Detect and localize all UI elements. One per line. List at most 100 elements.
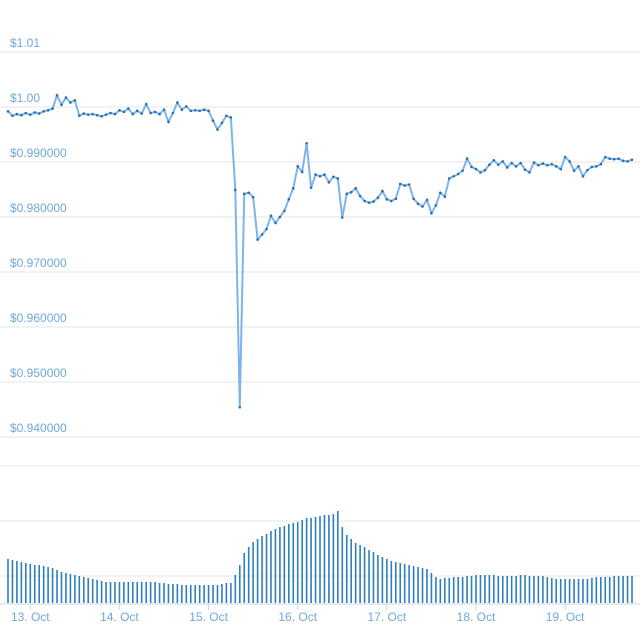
price-point (586, 168, 589, 172)
price-point (73, 99, 77, 102)
volume-bar (604, 577, 607, 603)
volume-bar (421, 568, 424, 603)
price-point (189, 109, 193, 113)
price-point (554, 165, 558, 168)
price-point (242, 192, 246, 196)
price-point (265, 227, 268, 231)
volume-bar (559, 579, 562, 603)
price-point (367, 201, 371, 204)
price-point (184, 105, 188, 108)
price-point (229, 116, 233, 119)
price-point (211, 119, 215, 122)
volume-bar (528, 576, 531, 603)
price-point (171, 111, 175, 115)
volume-bar (568, 579, 571, 603)
volume-bar (550, 578, 553, 603)
volume-bar (430, 573, 433, 603)
volume-bar (132, 582, 134, 603)
volume-bar (613, 576, 615, 603)
price-point (144, 102, 148, 106)
price-point (612, 157, 616, 161)
volume-bar (176, 584, 179, 603)
volume-bar (163, 583, 165, 603)
price-point (296, 165, 300, 168)
volume-bar (479, 575, 482, 603)
volume-bar (595, 577, 598, 603)
price-point (439, 191, 442, 195)
volume-bar (515, 576, 517, 603)
volume-bar (243, 553, 246, 603)
price-point (113, 112, 117, 116)
price-point (37, 112, 41, 115)
volume-bar (105, 582, 107, 603)
x-tick-label: 18. Oct (457, 610, 496, 624)
price-point (274, 221, 277, 225)
volume-bar (510, 576, 513, 603)
price-point (390, 199, 393, 203)
volume-bar (622, 576, 624, 603)
x-axis-ticks: 13. Oct 14. Oct 15. Oct 16. Oct 17. Oct 18. O… (11, 604, 585, 624)
price-point (403, 184, 406, 187)
volume-bar (488, 575, 491, 603)
volume-bar (29, 564, 32, 603)
price-point (131, 112, 135, 116)
volume-bar (212, 585, 214, 603)
volume-bar (216, 585, 219, 603)
price-point (599, 162, 603, 166)
volume-bar (390, 561, 393, 603)
x-tick-label: 17. Oct (368, 610, 407, 624)
price-point (501, 160, 505, 163)
price-point (617, 157, 620, 160)
volume-bar (198, 585, 201, 603)
volume-bar (145, 582, 147, 603)
volume-bar (323, 515, 326, 603)
price-point (519, 161, 522, 165)
y-tick-label: $0.980000 (10, 201, 67, 215)
price-point (287, 198, 291, 201)
price-point (354, 187, 357, 190)
volume-bar (600, 577, 602, 603)
price-point (532, 161, 536, 164)
price-point (363, 199, 366, 203)
volume-bar (359, 545, 361, 603)
price-point (104, 113, 108, 116)
price-point (385, 198, 389, 201)
volume-bar (221, 584, 223, 603)
price-point (456, 172, 460, 176)
volume-bar (555, 579, 558, 603)
volume-bar (127, 582, 130, 603)
y-tick-label: $1.00 (10, 91, 40, 105)
volume-bar (203, 585, 205, 603)
volume-bar (82, 577, 85, 603)
volume-bar (189, 585, 192, 603)
price-point (323, 173, 326, 176)
y-tick-label: $0.950000 (10, 366, 67, 380)
volume-bar (56, 570, 58, 603)
price-point (127, 107, 130, 110)
price-point (595, 165, 598, 168)
volume-bar (452, 577, 455, 603)
price-point (64, 96, 68, 99)
price-point (568, 160, 571, 163)
price-point (95, 113, 99, 117)
price-point (122, 110, 126, 114)
volume-bar (444, 578, 446, 603)
price-point (305, 141, 308, 145)
price-point (590, 165, 594, 169)
price-point (167, 120, 170, 124)
price-point (514, 165, 518, 168)
price-point (421, 205, 424, 208)
volume-bar (497, 576, 500, 603)
volume-bar (118, 582, 121, 603)
price-point (193, 108, 197, 112)
volume-bar (475, 575, 477, 603)
price-point (537, 163, 540, 167)
volume-bar (25, 563, 27, 603)
price-point (202, 108, 206, 111)
volume-bar (350, 539, 352, 603)
x-tick-label: 13. Oct (11, 610, 50, 624)
volume-bar (288, 524, 290, 603)
price-point (15, 112, 19, 116)
volume-bar (270, 531, 272, 603)
price-point (109, 111, 112, 115)
